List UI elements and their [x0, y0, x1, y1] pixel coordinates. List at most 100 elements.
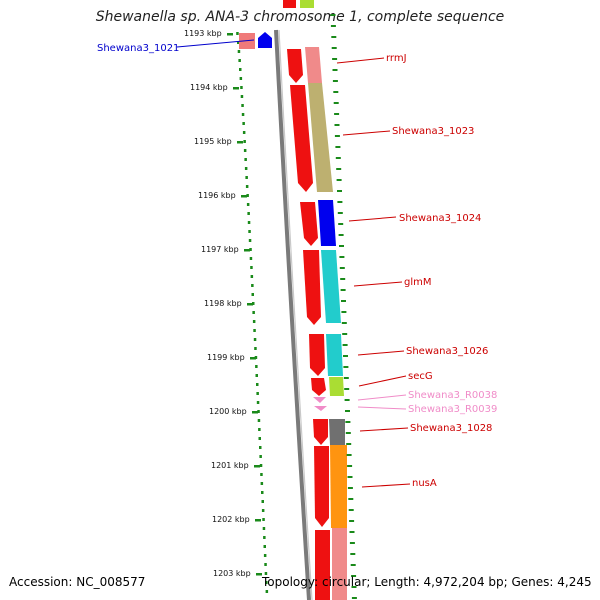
gc-dot	[247, 221, 251, 224]
gene-label-1028[interactable]: Shewana3_1028	[410, 423, 492, 434]
gc-skew-dot	[337, 190, 342, 192]
gc-skew-dot	[351, 586, 357, 588]
gc-dot	[245, 176, 248, 179]
gene-arrow-1024	[300, 202, 318, 246]
gc-dot	[265, 581, 268, 584]
gc-dot	[237, 50, 241, 53]
gc-dot	[256, 392, 259, 395]
gc-skew-dot	[342, 344, 348, 346]
gc-skew-dot	[340, 278, 346, 280]
gene-label-1024[interactable]: Shewana3_1024	[399, 213, 481, 224]
gc-dot	[261, 509, 265, 512]
gc-dot	[257, 410, 260, 413]
gc-dot	[241, 104, 244, 107]
gc-dot	[247, 212, 250, 215]
gene-label-rrmJ[interactable]: rrmJ	[386, 53, 407, 64]
gc-dot	[265, 590, 269, 593]
gc-skew-dot	[334, 113, 340, 115]
gc-skew-dot	[348, 509, 354, 511]
gene-arrow-1026	[309, 334, 325, 376]
gc-dot	[242, 122, 245, 125]
cog-block-partial-bottom	[332, 528, 347, 600]
cds-partial-top	[283, 0, 296, 8]
gene-arrow-partial-bottom	[315, 530, 330, 600]
gc-skew-dot	[335, 157, 341, 159]
gc-skew-dot	[341, 311, 347, 313]
gc-skew-dot	[338, 234, 344, 236]
gc-dot	[258, 428, 261, 431]
ruler-tick	[254, 465, 260, 468]
gene-label-1023[interactable]: Shewana3_1023	[392, 126, 474, 137]
gc-dot	[256, 383, 259, 386]
gc-dot	[261, 500, 264, 503]
gene-label-1021[interactable]: Shewana3_1021	[97, 43, 179, 54]
gene-arrow-1028	[313, 419, 328, 445]
cog-block-1023	[308, 83, 333, 192]
leader-line	[353, 281, 403, 287]
gc-skew-dot	[349, 520, 355, 522]
gc-skew-dot	[351, 597, 357, 599]
gc-dot	[255, 374, 258, 377]
gc-skew-dot	[330, 25, 336, 27]
gc-dot	[252, 302, 255, 305]
gc-dot	[255, 365, 258, 368]
gene-label-nusA[interactable]: nusA	[412, 478, 437, 489]
gc-dot	[243, 149, 247, 152]
gc-skew-dot	[344, 388, 350, 390]
gc-dot	[260, 473, 263, 476]
gc-skew-dot	[332, 58, 338, 60]
gc-dot	[254, 347, 257, 350]
gene-label-secG[interactable]: secG	[408, 371, 433, 382]
genome-summary: Topology: circular; Length: 4,972,204 bp…	[262, 575, 592, 589]
gc-dot	[262, 527, 266, 530]
ruler-tick	[227, 33, 233, 36]
gc-skew-dot	[338, 223, 344, 225]
gc-dot	[263, 536, 266, 539]
ruler-tick	[250, 357, 256, 360]
leader-line	[176, 39, 255, 48]
gc-skew-dot	[335, 146, 341, 148]
gc-dot	[259, 446, 262, 449]
tick-label: 1198 kbp	[204, 299, 242, 308]
gene-arrow-R0039	[314, 406, 327, 411]
gc-skew-dot	[345, 432, 351, 434]
gc-skew-dot	[343, 377, 349, 379]
gc-dot	[259, 464, 263, 467]
gc-skew-dot	[341, 322, 347, 324]
gc-skew-dot	[330, 14, 336, 16]
ruler-tick	[244, 249, 250, 252]
gc-skew-dot	[339, 256, 345, 258]
gc-skew-dot	[339, 245, 344, 247]
gc-dot	[245, 185, 249, 188]
gc-dot	[253, 338, 257, 341]
gc-dot	[259, 455, 262, 458]
cog-partial-top	[300, 0, 314, 8]
ruler-tick	[252, 411, 258, 414]
gene-arrow-secG	[311, 378, 326, 396]
gene-label-glmM[interactable]: glmM	[404, 277, 432, 288]
tick-label: 1193 kbp	[184, 29, 222, 38]
gc-dot	[237, 41, 240, 44]
cog-block-1024	[318, 200, 336, 246]
leader-line	[336, 57, 385, 64]
label-leaders	[176, 39, 411, 488]
gc-skew-dot	[345, 410, 350, 412]
gc-dot	[249, 248, 252, 251]
ruler-tick	[255, 519, 261, 522]
gc-skew-dot	[344, 399, 350, 401]
gc-dot	[238, 59, 241, 62]
tick-label: 1200 kbp	[209, 407, 247, 416]
gc-dot	[240, 95, 244, 98]
cog-block-nusA	[330, 445, 347, 528]
gc-dot	[262, 518, 265, 521]
leader-line	[358, 375, 407, 387]
leader-line	[357, 394, 407, 401]
gene-label-R0039[interactable]: Shewana3_R0039	[408, 404, 497, 415]
leader-line	[359, 427, 409, 432]
gene-label-1026[interactable]: Shewana3_1026	[406, 346, 488, 357]
gene-label-R0038[interactable]: Shewana3_R0038	[408, 390, 497, 401]
gc-skew-dot	[331, 47, 337, 49]
gene-arrow-R0038	[313, 397, 326, 403]
gc-dot	[252, 320, 256, 323]
